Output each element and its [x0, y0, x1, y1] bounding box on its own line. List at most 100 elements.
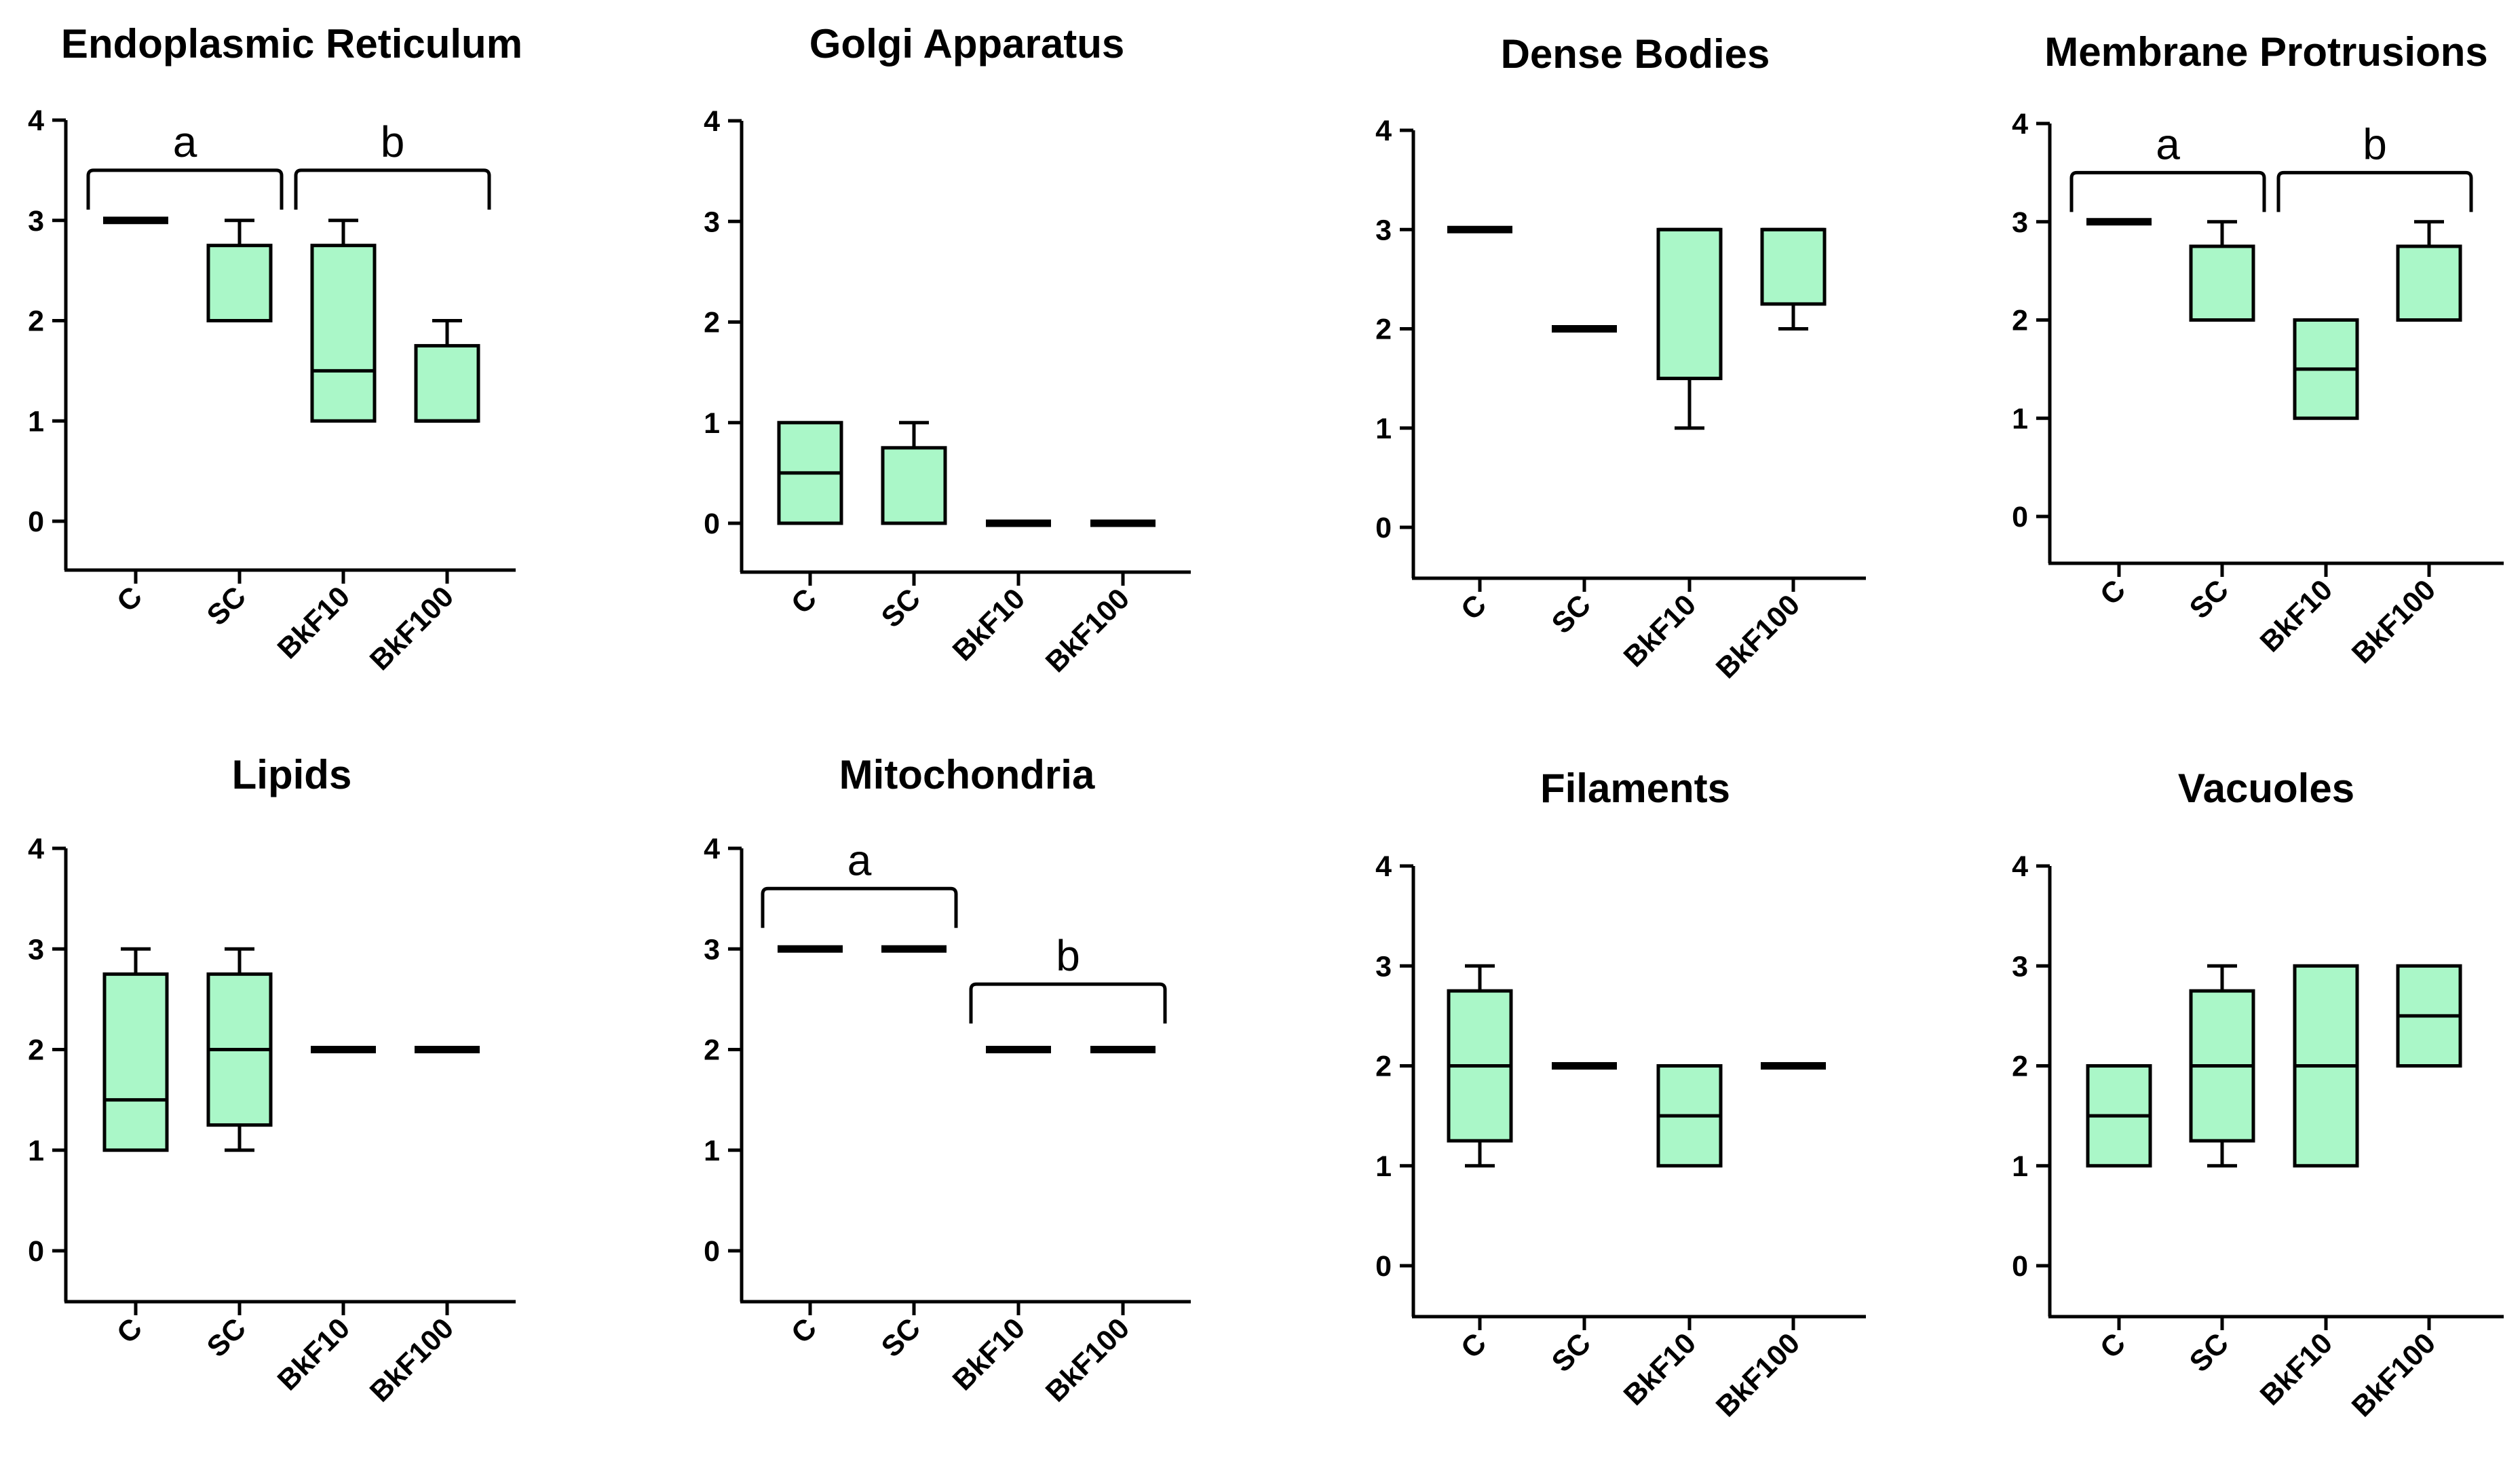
x-tick-label: SC — [2183, 573, 2235, 625]
y-tick-label: 3 — [704, 933, 720, 966]
chart-panel: Vacuoles 0 1 2 3 4 C SC BkF10 BkF100 — [2012, 766, 2504, 1423]
y-tick-label: 3 — [704, 206, 720, 238]
box-rect — [881, 446, 947, 525]
box-rect — [102, 972, 169, 1152]
x-tick-label: SC — [875, 582, 927, 634]
y-tick-label: 0 — [28, 506, 44, 538]
x-tick-label: C — [2094, 1327, 2132, 1365]
y-tick-label: 3 — [28, 933, 44, 966]
box-rect — [2189, 244, 2255, 322]
x-tick-label: BkF100 — [1039, 1312, 1136, 1408]
chart-panel: Filaments 0 1 2 3 4 C SC BkF10 BkF100 — [1375, 766, 1866, 1423]
y-tick-label: 2 — [704, 1034, 720, 1067]
x-tick-label: SC — [1546, 588, 1597, 640]
y-tick-label: 2 — [2012, 305, 2028, 337]
x-tick-label: C — [785, 582, 823, 620]
chart-title: Golgi Apparatus — [809, 21, 1124, 67]
x-tick-label: C — [111, 580, 149, 618]
x-tick-label: C — [2094, 573, 2132, 611]
significance-bracket — [86, 168, 284, 210]
significance-bracket — [2276, 170, 2473, 212]
box-BkF10 — [1656, 1064, 1723, 1168]
x-tick-label: BkF10 — [271, 1312, 356, 1397]
x-tick-label: C — [111, 1312, 149, 1350]
y-tick-label: 0 — [704, 1235, 720, 1268]
x-tick-label: BkF10 — [271, 580, 356, 665]
x-tick-label: BkF100 — [2346, 1327, 2442, 1423]
chart-title: Lipids — [232, 752, 352, 797]
box-C — [1447, 964, 1513, 1168]
y-tick-label: 3 — [1375, 950, 1392, 983]
y-tick-label: 0 — [28, 1235, 44, 1268]
x-tick-label: BkF100 — [364, 1312, 460, 1408]
y-tick-label: 4 — [2012, 850, 2028, 883]
box-BkF10 — [2293, 964, 2359, 1168]
y-tick-label: 0 — [1375, 1250, 1392, 1283]
chart-title: Endoplasmic Reticulum — [61, 21, 522, 67]
box-BkF10 — [1656, 227, 1723, 430]
chart-title: Membrane Protrusions — [2044, 29, 2487, 75]
y-tick-label: 0 — [2012, 1250, 2028, 1283]
x-tick-label: BkF100 — [1039, 582, 1136, 679]
y-tick-label: 2 — [1375, 1051, 1392, 1083]
y-tick-label: 1 — [2012, 1150, 2028, 1183]
chart-panel: Mitochondria 0 1 2 3 4 C SC BkF10 BkF100 a b — [704, 752, 1191, 1408]
significance-letter: b — [1056, 931, 1080, 980]
y-tick-label: 4 — [2012, 108, 2028, 140]
box-rect — [414, 343, 480, 423]
box-BkF100 — [2396, 220, 2462, 322]
box-C — [102, 947, 169, 1152]
box-BkF100 — [414, 319, 480, 423]
box-BkF10 — [310, 219, 377, 423]
x-tick-label: BkF100 — [364, 580, 460, 677]
box-C — [777, 421, 843, 525]
significance-letter: a — [847, 835, 872, 884]
significance-letter: a — [173, 117, 197, 166]
box-rect — [310, 244, 377, 423]
chart-panel: Lipids 0 1 2 3 4 C SC BkF10 BkF100 — [28, 752, 516, 1408]
y-tick-label: 2 — [1375, 314, 1392, 346]
x-tick-label: BkF100 — [1710, 1327, 1806, 1423]
y-tick-label: 3 — [28, 205, 44, 238]
y-tick-label: 1 — [28, 405, 44, 438]
box-SC — [2189, 964, 2255, 1168]
y-tick-label: 2 — [2012, 1051, 2028, 1083]
box-BkF100 — [2396, 964, 2462, 1068]
box-SC — [206, 947, 273, 1152]
significance-letter: b — [2363, 119, 2387, 168]
y-tick-label: 3 — [2012, 206, 2028, 239]
y-tick-label: 2 — [28, 1034, 44, 1067]
x-tick-label: SC — [201, 580, 252, 632]
y-tick-label: 3 — [2012, 950, 2028, 983]
x-tick-label: C — [1455, 588, 1493, 626]
box-SC — [2189, 220, 2255, 322]
box-SC — [881, 421, 947, 525]
y-tick-label: 0 — [704, 508, 720, 540]
y-tick-label: 1 — [28, 1135, 44, 1167]
chart-title: Mitochondria — [839, 752, 1095, 797]
x-tick-label: BkF100 — [2346, 573, 2442, 670]
y-tick-label: 2 — [28, 305, 44, 338]
y-tick-label: 2 — [704, 307, 720, 339]
x-tick-label: BkF10 — [2254, 573, 2339, 658]
chart-title: Dense Bodies — [1501, 31, 1770, 77]
significance-bracket — [761, 886, 958, 928]
x-tick-label: BkF10 — [947, 582, 1031, 667]
y-tick-label: 1 — [2012, 402, 2028, 435]
x-tick-label: BkF100 — [1710, 588, 1806, 685]
x-tick-label: BkF10 — [1618, 1327, 1702, 1412]
x-tick-label: C — [1455, 1327, 1493, 1365]
significance-bracket — [2069, 170, 2266, 212]
box-rect — [206, 244, 273, 322]
x-tick-label: BkF10 — [2254, 1327, 2339, 1412]
x-tick-label: C — [785, 1312, 823, 1350]
box-C — [2086, 1064, 2152, 1168]
chart-panel: Membrane Protrusions 0 1 2 3 4 C SC BkF10 BkF100 a… — [2012, 29, 2504, 670]
box-rect — [2396, 244, 2462, 322]
significance-letter: b — [381, 117, 405, 166]
y-tick-label: 0 — [2012, 501, 2028, 533]
significance-bracket — [969, 982, 1167, 1024]
y-tick-label: 0 — [1375, 512, 1392, 544]
x-tick-label: SC — [1546, 1327, 1597, 1378]
